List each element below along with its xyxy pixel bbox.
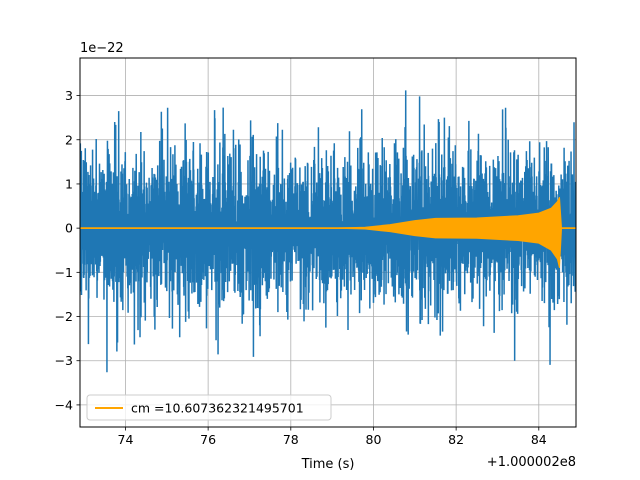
legend-box xyxy=(86,394,332,421)
y-tick-label: −4 xyxy=(55,397,73,412)
x-tick-label: 74 xyxy=(118,432,134,447)
noise-series-line xyxy=(80,90,576,373)
x-tick-label: 80 xyxy=(366,432,382,447)
x-tick-label: 76 xyxy=(200,432,216,447)
x-axis-ticks: 74 76 78 80 82 84 xyxy=(118,427,547,447)
y-tick-label: 0 xyxy=(65,221,73,236)
legend-label-chirp: cm =10.607362321495701 xyxy=(131,401,304,416)
series-layer xyxy=(80,90,576,373)
y-tick-label: 2 xyxy=(65,132,73,147)
y-tick-label: −2 xyxy=(55,309,73,324)
axes-frame xyxy=(79,57,577,428)
y-tick-label: 1 xyxy=(65,176,73,191)
legend: cm =10.607362321495701 xyxy=(86,394,332,421)
y-axis-ticks: −4 −3 −2 −1 0 1 2 3 xyxy=(55,88,80,412)
x-axis-label: Time (s) xyxy=(301,457,355,472)
y-tick-label: 3 xyxy=(65,88,73,103)
y-scale-label: 1e−22 xyxy=(80,41,124,56)
x-tick-label: 84 xyxy=(531,432,547,447)
x-offset-label: +1.000002e8 xyxy=(487,455,576,470)
x-tick-label: 82 xyxy=(448,432,464,447)
x-tick-label: 78 xyxy=(283,432,299,447)
y-tick-label: −1 xyxy=(55,265,73,280)
y-tick-label: −3 xyxy=(55,353,73,368)
chirp-series-envelope xyxy=(80,196,576,269)
